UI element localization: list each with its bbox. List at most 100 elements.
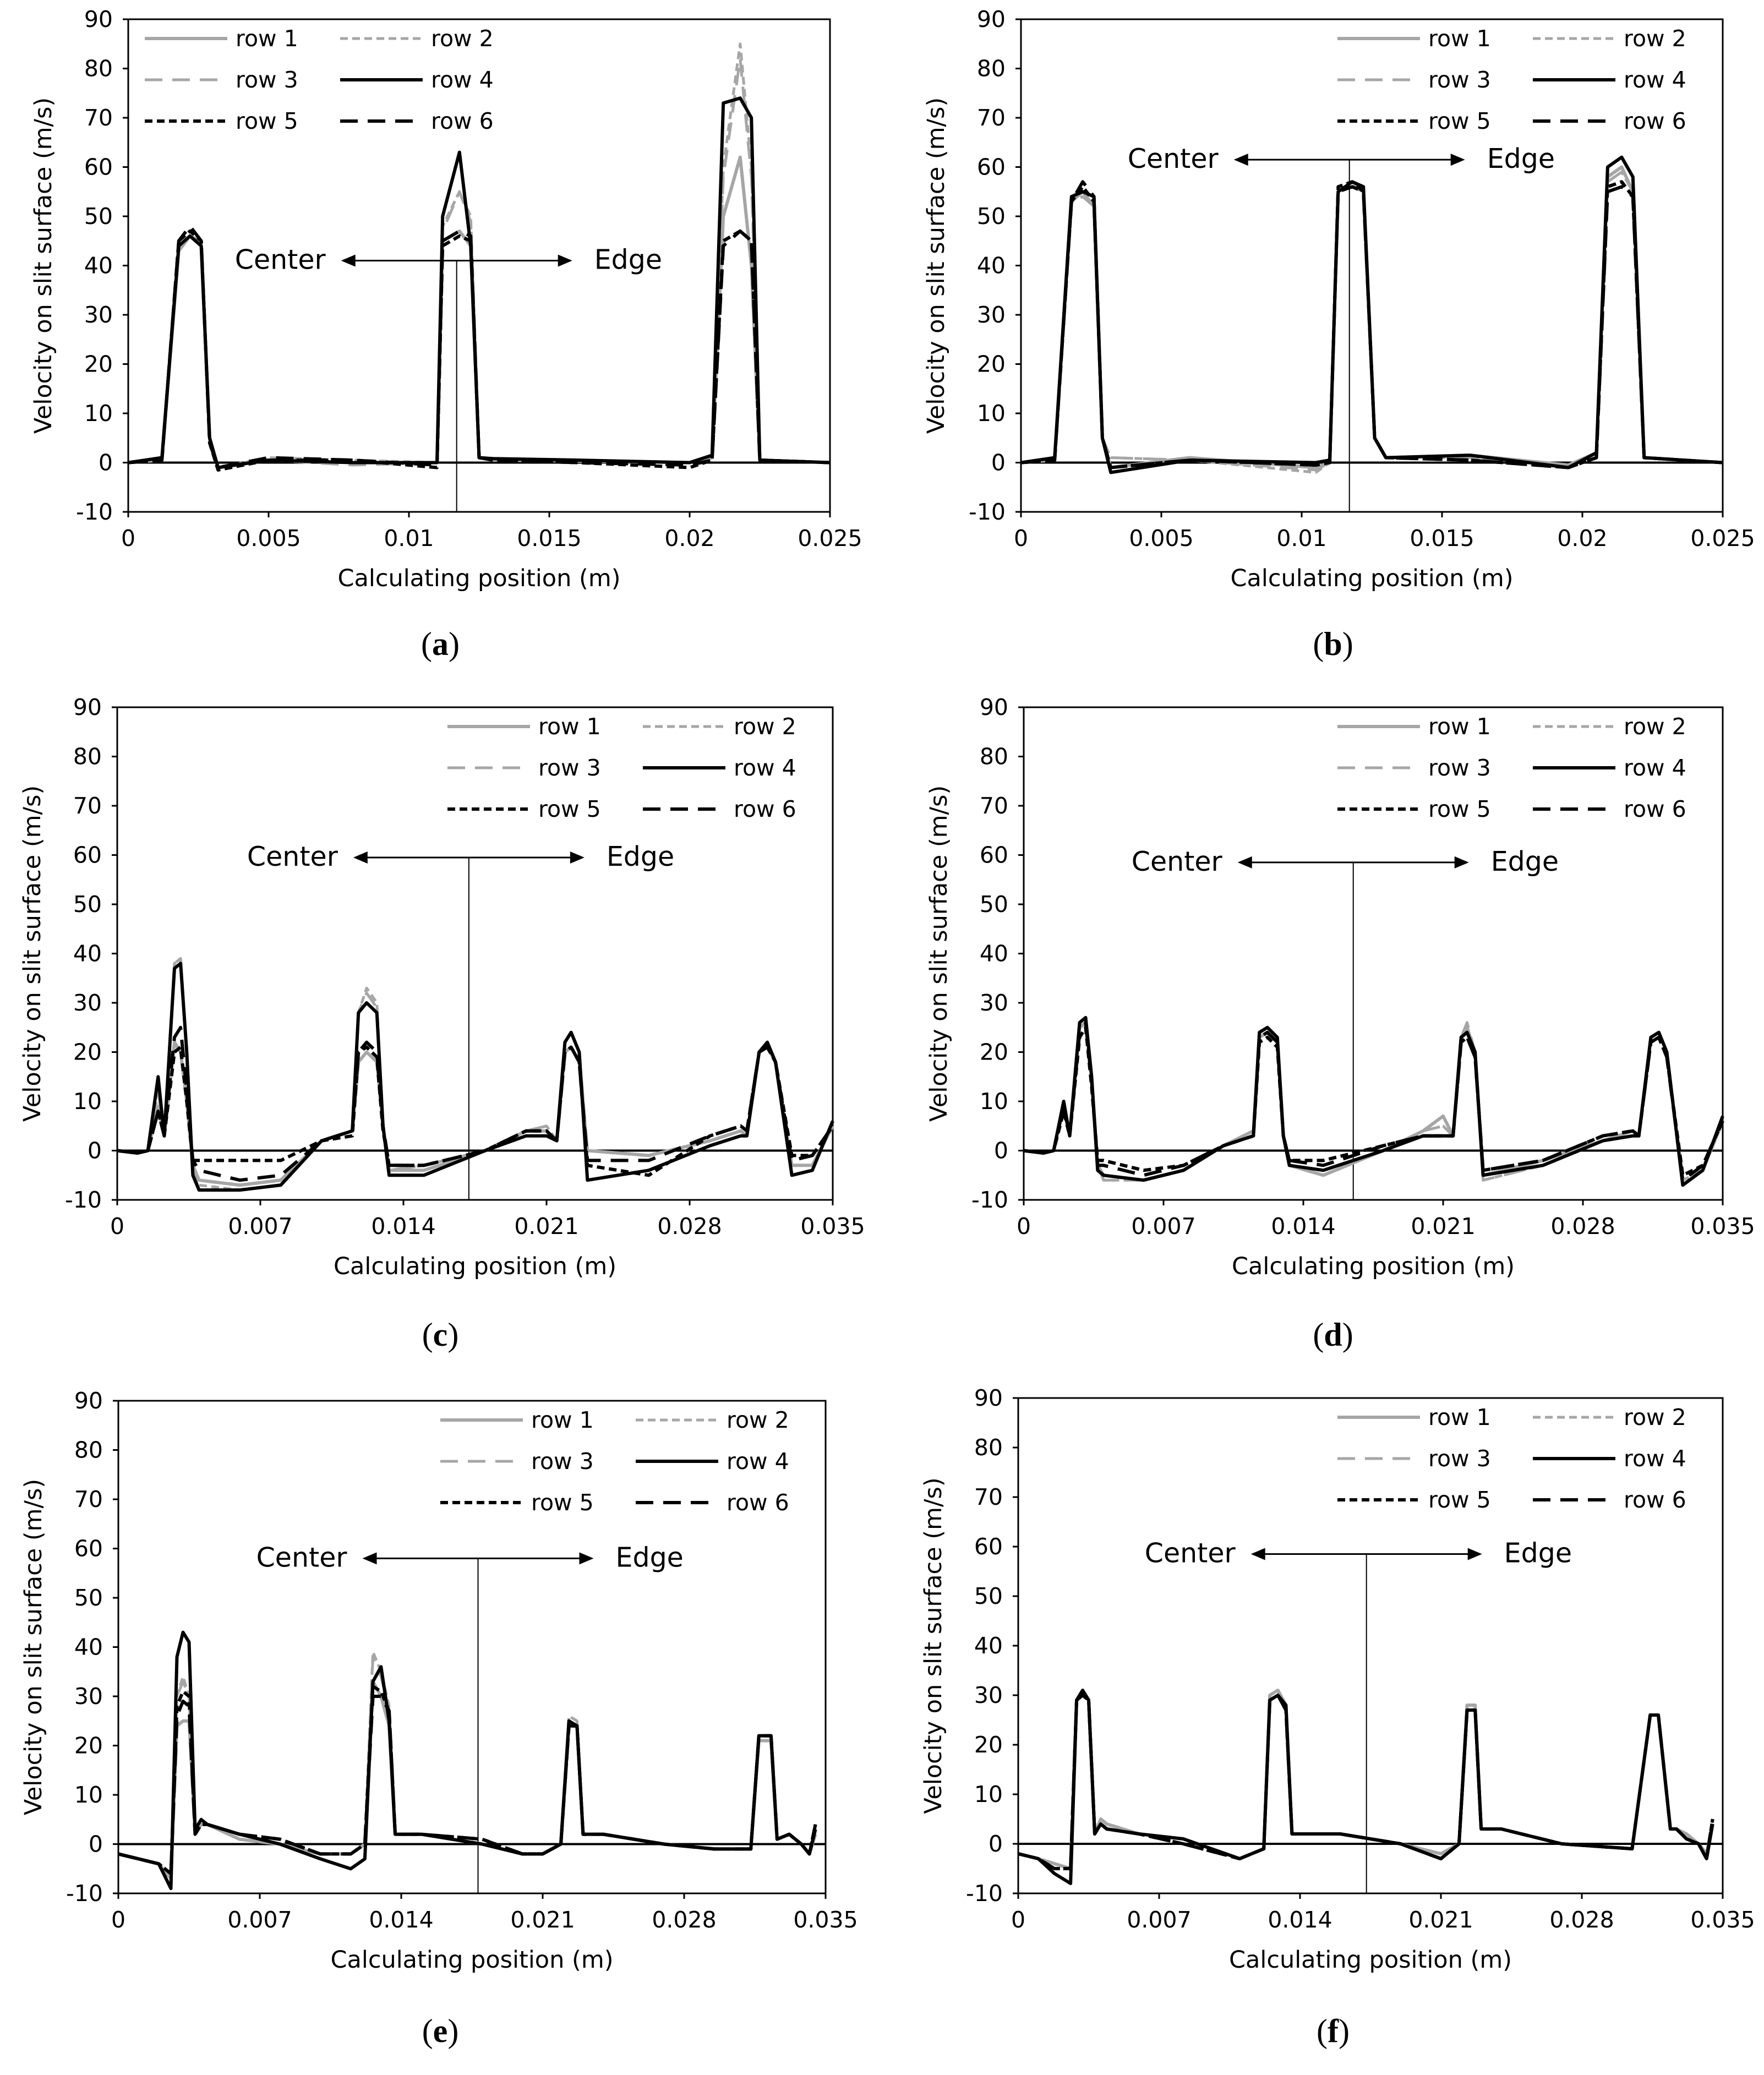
- chart-panel-b: -10 0 10 20 30 40 50 60 70 80 90 0 0.005 0.01 0.015 0.0…: [922, 6, 1755, 662]
- arrow-left-icon: [1233, 154, 1248, 166]
- legend-label-row-5: row 5: [236, 108, 298, 134]
- y-tick-label: 20: [977, 351, 1006, 378]
- legend-label-row-4: row 4: [1624, 1445, 1686, 1472]
- y-tick-label: 10: [977, 400, 1006, 427]
- y-axis-title: Velocity on slit surface (m/s): [19, 785, 46, 1122]
- legend-label-row-3: row 3: [538, 755, 601, 781]
- caption-open-paren: (: [1313, 1317, 1324, 1353]
- series-line-row-3: [118, 1655, 817, 1880]
- x-tick-label: 0.025: [1690, 525, 1755, 551]
- legend-label-row-4: row 4: [727, 1448, 789, 1475]
- x-axis-title: Calculating position (m): [1231, 565, 1514, 592]
- series-line-row-4: [1020, 155, 1723, 474]
- x-tick-label: 0.025: [798, 525, 862, 551]
- legend-label-row-6: row 6: [1624, 108, 1686, 134]
- series-line-row-1: [1020, 165, 1723, 469]
- legend-label-row-2: row 2: [1624, 25, 1686, 52]
- series-line-row-6: [118, 1695, 817, 1876]
- y-tick-label: 70: [980, 793, 1008, 819]
- x-tick-label: 0.014: [371, 1213, 435, 1239]
- plot-frame: [1020, 18, 1724, 513]
- y-tick-label: 60: [84, 154, 113, 181]
- series-line-row-5: [118, 1685, 817, 1876]
- series-line-row-5: [1020, 180, 1723, 469]
- legend: row 1 row 2 row 3 row 4 row 5 row 6: [1337, 713, 1686, 822]
- y-tick-label: 90: [977, 6, 1006, 32]
- y-tick-label: 30: [74, 1683, 103, 1710]
- caption-letter: a: [432, 626, 449, 662]
- x-tick-label: 0: [1017, 1213, 1031, 1239]
- series-line-row-1: [1023, 1020, 1724, 1187]
- arrow-right-icon: [558, 254, 572, 267]
- y-tick-label: 70: [974, 1484, 1003, 1510]
- y-tick-label: 50: [977, 203, 1006, 230]
- y-tick-label: 80: [84, 56, 113, 82]
- series-line-row-4: [117, 962, 834, 1192]
- x-tick-label: 0.028: [657, 1213, 722, 1239]
- y-tick-label: 90: [74, 1388, 103, 1414]
- x-axis-title: Calculating position (m): [334, 1253, 616, 1280]
- y-tick-label: 20: [74, 1733, 103, 1759]
- panel-caption: (b): [1313, 626, 1353, 662]
- x-tick-label: 0.007: [228, 1213, 292, 1239]
- x-tick-label: 0.021: [514, 1213, 578, 1239]
- caption-open-paren: (: [1317, 2013, 1328, 2049]
- y-tick-label: 10: [73, 1088, 102, 1115]
- y-tick-label: 30: [974, 1682, 1003, 1708]
- legend-label-row-5: row 5: [531, 1489, 594, 1516]
- legend-label-row-6: row 6: [1624, 796, 1686, 822]
- annotation-edge-label: Edge: [616, 1542, 684, 1573]
- x-tick-label: 0: [1014, 525, 1028, 551]
- x-tick-label: 0.035: [1690, 1907, 1755, 1933]
- legend-label-row-4: row 4: [734, 755, 796, 781]
- series-line-row-3: [1018, 1689, 1714, 1870]
- caption-open-paren: (: [422, 1317, 433, 1353]
- x-tick-label: 0.035: [1690, 1213, 1755, 1239]
- y-tick-label: 40: [73, 941, 102, 967]
- x-axis-title: Calculating position (m): [1229, 1946, 1512, 1974]
- legend: row 1 row 2 row 3 row 4 row 5 row 6: [447, 713, 796, 822]
- legend: row 1 row 2 row 3 row 4 row 5 row 6: [1337, 1404, 1686, 1513]
- arrow-left-icon: [341, 254, 356, 267]
- arrow-right-icon: [1450, 154, 1465, 166]
- legend-label-row-2: row 2: [1624, 713, 1686, 740]
- y-tick-label: 30: [977, 302, 1006, 328]
- legend-label-row-6: row 6: [1624, 1487, 1686, 1513]
- x-tick-label: 0.035: [800, 1213, 865, 1239]
- y-tick-label: 80: [74, 1437, 103, 1464]
- arrow-left-icon: [1250, 1548, 1265, 1560]
- x-tick-label: 0.007: [1127, 1907, 1191, 1933]
- arrow-left-icon: [1237, 856, 1252, 869]
- y-tick-label: 40: [974, 1632, 1003, 1659]
- y-tick-label: 0: [89, 1831, 103, 1858]
- x-tick-label: 0.02: [1557, 525, 1607, 551]
- y-tick-label: 20: [980, 1039, 1008, 1066]
- x-tick-label: 0.015: [517, 525, 581, 551]
- y-tick-label: 20: [73, 1039, 102, 1066]
- panel-caption: (a): [421, 626, 460, 662]
- caption-close-paren: ): [447, 2013, 458, 2049]
- annotation-center-label: Center: [1145, 1538, 1236, 1569]
- y-tick-label: 70: [73, 793, 102, 819]
- y-tick-label: -10: [76, 499, 113, 525]
- plot-frame: [117, 1400, 827, 1894]
- x-tick-label: 0.021: [1408, 1907, 1473, 1933]
- y-tick-label: 60: [980, 842, 1008, 869]
- series-line-row-4: [1023, 1015, 1724, 1187]
- y-tick-label: 50: [974, 1583, 1003, 1609]
- y-tick-label: 90: [73, 694, 102, 720]
- y-tick-label: 0: [88, 1138, 102, 1164]
- y-tick-label: 50: [84, 203, 113, 230]
- x-tick-label: 0.005: [1129, 525, 1193, 551]
- y-tick-label: 80: [974, 1434, 1003, 1461]
- legend-label-row-4: row 4: [1624, 755, 1686, 781]
- x-tick-label: 0: [110, 1213, 124, 1239]
- caption-close-paren: ): [1339, 2013, 1350, 2049]
- arrow-right-icon: [1467, 1548, 1482, 1560]
- arrow-right-icon: [579, 1552, 594, 1565]
- series-line-row-2: [1018, 1689, 1714, 1870]
- y-tick-label: 40: [84, 253, 113, 279]
- y-axis-title: Velocity on slit surface (m/s): [925, 785, 953, 1122]
- annotation-edge-label: Edge: [594, 244, 662, 276]
